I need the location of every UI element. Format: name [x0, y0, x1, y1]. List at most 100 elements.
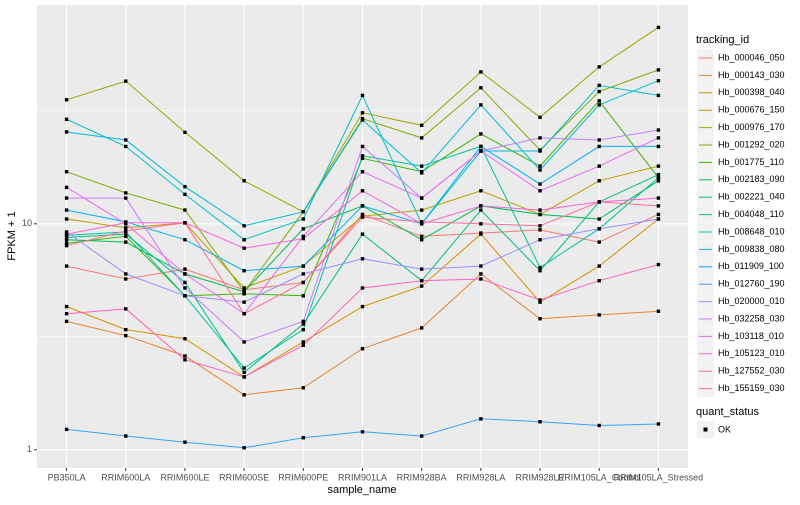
x-tick-label: RRIM928LA	[456, 472, 505, 482]
data-point	[360, 154, 365, 158]
data-point	[242, 224, 246, 228]
data-point	[64, 230, 69, 234]
data-point	[538, 298, 542, 302]
data-point	[656, 422, 661, 426]
data-point	[656, 172, 661, 177]
data-point	[656, 78, 661, 83]
x-tick-label: RRIM600LE	[160, 472, 209, 482]
data-point	[419, 164, 424, 168]
data-point	[597, 138, 601, 142]
legend-label: Hb_020000_010	[718, 296, 785, 306]
data-point	[360, 286, 365, 290]
data-point	[597, 278, 601, 283]
data-point	[242, 292, 246, 296]
data-point	[124, 196, 128, 200]
data-point	[656, 144, 661, 149]
data-point	[242, 340, 246, 344]
data-point	[597, 83, 601, 88]
x-axis-title: sample_name	[327, 484, 396, 496]
data-point	[242, 393, 246, 397]
data-point	[479, 204, 483, 208]
data-point	[124, 333, 128, 338]
data-point	[64, 238, 69, 242]
data-point	[64, 427, 69, 432]
legend-label: Hb_009838_080	[718, 244, 785, 254]
data-point	[479, 103, 483, 107]
data-point	[538, 420, 542, 424]
data-point	[64, 217, 69, 221]
data-point	[479, 132, 483, 136]
data-point	[419, 136, 424, 140]
data-point	[597, 200, 601, 204]
data-point	[479, 417, 483, 421]
data-point	[597, 164, 601, 168]
data-point	[656, 25, 661, 30]
data-point	[656, 128, 661, 132]
legend-title: tracking_id	[696, 34, 749, 46]
data-point	[597, 264, 601, 268]
data-point	[360, 156, 365, 160]
data-point	[656, 212, 661, 217]
legend-label: Hb_155159_030	[718, 383, 785, 393]
data-point	[479, 264, 483, 268]
data-point	[656, 196, 661, 200]
data-point	[301, 319, 306, 324]
data-point	[479, 208, 483, 212]
data-point	[64, 243, 69, 248]
data-point	[124, 226, 128, 230]
data-point	[183, 440, 187, 444]
data-point	[479, 277, 483, 281]
x-tick-label: RRIM928LE	[516, 472, 565, 482]
data-point	[419, 238, 424, 242]
data-point	[597, 313, 601, 317]
legend-label: Hb_001292_020	[718, 139, 785, 149]
data-point	[597, 227, 601, 231]
x-tick-label: RRIM600LA	[101, 472, 150, 482]
legend-label: Hb_011909_100	[718, 261, 784, 271]
data-point	[242, 312, 246, 316]
legend-label: Hb_000143_030	[718, 70, 785, 80]
data-point	[183, 280, 187, 285]
data-point	[64, 208, 69, 212]
data-point	[419, 278, 424, 283]
data-point	[360, 304, 365, 309]
legend-label: Hb_000976_170	[718, 122, 785, 132]
legend-label: OK	[718, 424, 731, 434]
data-point	[597, 423, 601, 428]
data-point	[64, 232, 69, 236]
data-point	[597, 103, 601, 107]
data-point	[124, 229, 128, 233]
data-point	[538, 300, 542, 304]
data-point	[538, 189, 542, 193]
data-point	[419, 434, 424, 438]
data-point	[124, 434, 128, 438]
data-point	[183, 272, 187, 276]
data-point	[242, 366, 246, 370]
data-point	[538, 149, 542, 153]
data-point	[656, 136, 661, 140]
data-point	[242, 300, 246, 304]
data-point	[183, 286, 187, 290]
data-point	[124, 138, 128, 142]
data-point	[301, 340, 306, 344]
legend-label: Hb_002183_090	[718, 174, 785, 184]
legend-label: Hb_000676_150	[718, 105, 785, 115]
data-point	[656, 309, 661, 313]
data-point	[538, 115, 542, 120]
data-point	[301, 327, 306, 332]
data-point	[242, 238, 246, 242]
data-point	[183, 267, 187, 271]
data-point	[64, 264, 69, 268]
data-point	[538, 238, 542, 242]
data-point	[419, 123, 424, 127]
data-point	[597, 240, 601, 244]
data-point	[124, 144, 128, 149]
data-point	[64, 185, 69, 190]
data-point	[479, 272, 483, 276]
data-point	[597, 89, 601, 94]
data-point	[64, 319, 69, 324]
data-point	[479, 144, 483, 149]
data-point	[124, 232, 128, 236]
data-point	[538, 182, 542, 186]
legend-label: Hb_032258_030	[718, 313, 785, 323]
